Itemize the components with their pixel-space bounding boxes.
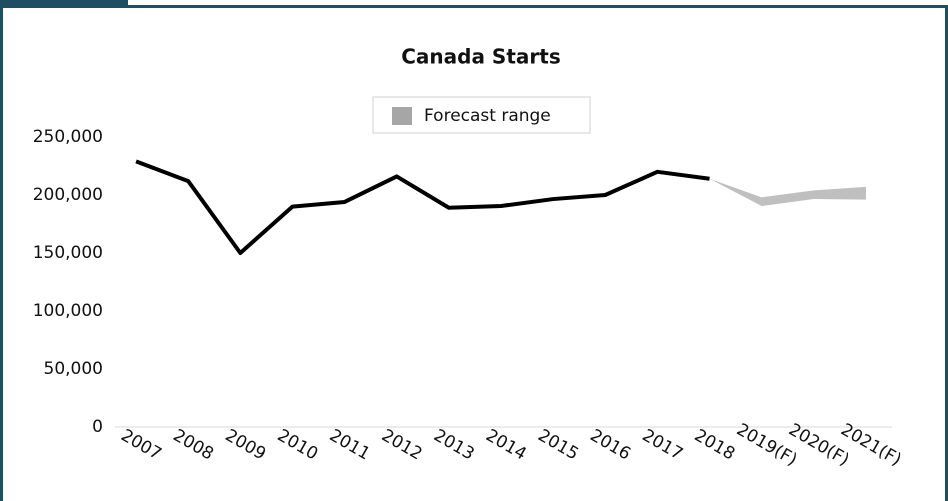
x-tick-label: 2011 xyxy=(326,426,373,465)
x-tick-label: 2016 xyxy=(587,426,634,465)
series-line xyxy=(135,159,710,255)
x-tick-label: 2008 xyxy=(169,426,216,465)
frame-right xyxy=(945,5,948,501)
y-tick-label: 50,000 xyxy=(44,359,103,379)
x-tick-label: 2010 xyxy=(274,426,321,465)
frame-tab xyxy=(0,0,128,8)
x-tick-label: 2018 xyxy=(691,426,738,465)
y-tick-label: 0 xyxy=(92,417,103,437)
x-tick-label: 2014 xyxy=(482,426,529,465)
legend-swatch xyxy=(392,107,412,125)
x-tick-label: 2017 xyxy=(639,426,686,465)
x-tick-label: 2007 xyxy=(117,426,164,465)
frame-top xyxy=(0,5,948,8)
x-tick-label: 2012 xyxy=(378,426,425,465)
y-tick-label: 100,000 xyxy=(33,301,103,321)
x-tick-label: 2015 xyxy=(534,426,581,465)
chart-title: Canada Starts xyxy=(401,45,560,69)
legend-label: Forecast range xyxy=(424,106,551,126)
y-tick-label: 250,000 xyxy=(33,127,103,147)
forecast-range xyxy=(709,178,866,207)
y-tick-label: 150,000 xyxy=(33,243,103,263)
x-tick-label: 2013 xyxy=(430,426,477,465)
frame-left xyxy=(0,5,3,501)
x-tick-label: 2009 xyxy=(222,426,269,465)
y-tick-label: 200,000 xyxy=(33,185,103,205)
